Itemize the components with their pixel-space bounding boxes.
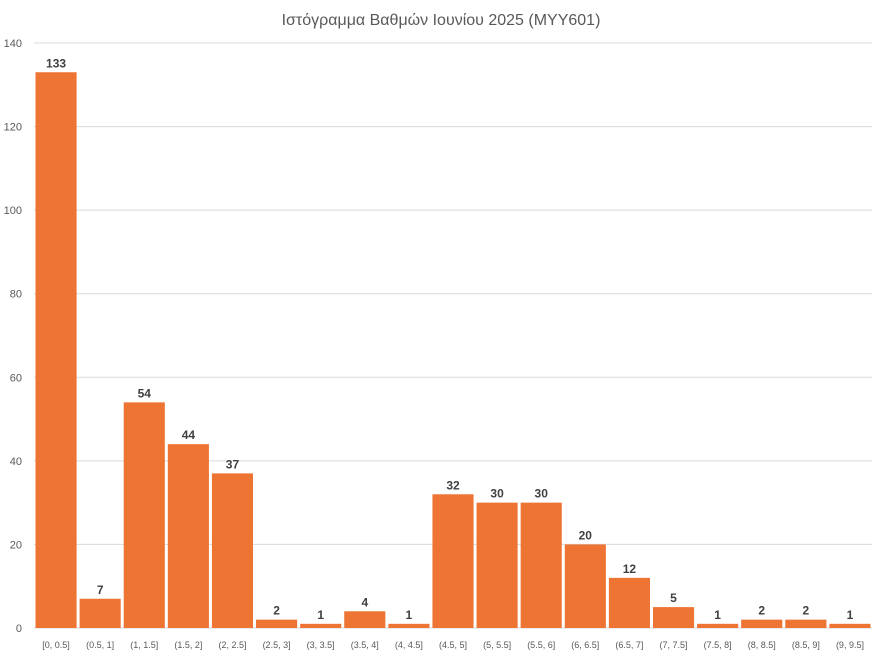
- x-tick-label: (5, 5.5]: [483, 640, 511, 650]
- x-tick-label: (4.5, 5]: [439, 640, 467, 650]
- y-tick-label: 120: [4, 122, 22, 134]
- data-label: 5: [670, 591, 677, 605]
- x-tick-label: (1, 1.5]: [130, 640, 158, 650]
- x-tick-label: (4, 4.5]: [395, 640, 423, 650]
- bar-0: [35, 72, 77, 628]
- data-label: 1: [847, 608, 854, 622]
- bar-11: [520, 502, 562, 628]
- x-tick-label: [0, 0.5]: [42, 640, 70, 650]
- y-tick-label: 40: [10, 456, 22, 468]
- y-tick-label: 80: [10, 289, 22, 301]
- bar-2: [123, 402, 165, 628]
- bar-4: [211, 473, 254, 628]
- bar-3: [167, 444, 209, 628]
- x-tick-label: (7.5, 8]: [704, 640, 732, 650]
- data-label: 1: [317, 608, 324, 622]
- x-tick-label: (0.5, 1]: [86, 640, 114, 650]
- bar-15: [697, 623, 739, 628]
- data-label: 30: [490, 487, 504, 501]
- x-tick-label: (8, 8.5]: [748, 640, 776, 650]
- data-label: 12: [623, 562, 637, 576]
- bar-10: [476, 502, 518, 628]
- y-axis-ticks: 0 20 40 60 80 100 120 140: [4, 38, 22, 635]
- data-label: 54: [138, 386, 152, 400]
- x-axis-ticks: [0, 0.5] (0.5, 1] (1, 1.5] (1.5, 2] (2, 2.5]…: [42, 640, 864, 650]
- x-tick-label: (2.5, 3]: [263, 640, 291, 650]
- x-tick-label: (9, 9.5]: [836, 640, 864, 650]
- bar-14: [652, 607, 695, 628]
- x-tick-label: (6.5, 7]: [615, 640, 643, 650]
- y-tick-label: 140: [4, 38, 22, 50]
- bar-17: [785, 619, 827, 628]
- data-label: 20: [579, 528, 593, 542]
- bar-12: [564, 544, 606, 628]
- bar-5: [256, 619, 298, 628]
- x-tick-label: (1.5, 2]: [174, 640, 202, 650]
- bars: [35, 72, 871, 628]
- data-label: 2: [802, 604, 809, 618]
- data-label: 2: [273, 604, 280, 618]
- x-tick-label: (6, 6.5]: [571, 640, 599, 650]
- data-label: 32: [446, 478, 460, 492]
- y-tick-label: 60: [10, 372, 22, 384]
- bar-7: [344, 611, 386, 628]
- x-tick-label: (2, 2.5]: [218, 640, 246, 650]
- bar-9: [432, 494, 474, 628]
- data-label: 44: [182, 428, 196, 442]
- bar-13: [608, 577, 650, 628]
- y-tick-label: 100: [4, 205, 22, 217]
- data-label: 2: [758, 604, 765, 618]
- x-tick-label: (7, 7.5]: [660, 640, 688, 650]
- data-label: 30: [535, 487, 549, 501]
- x-tick-label: (5.5, 6]: [527, 640, 555, 650]
- bar-8: [388, 623, 430, 628]
- x-tick-label: (8.5, 9]: [792, 640, 820, 650]
- x-tick-label: (3, 3.5]: [307, 640, 335, 650]
- data-label: 7: [97, 583, 104, 597]
- bar-18: [829, 623, 871, 628]
- data-label: 1: [406, 608, 413, 622]
- data-label: 37: [226, 457, 240, 471]
- data-label: 4: [361, 595, 368, 609]
- data-label: 133: [46, 56, 66, 70]
- y-tick-label: 20: [10, 539, 22, 551]
- bar-6: [300, 623, 342, 628]
- y-tick-label: 0: [16, 623, 22, 635]
- bar-16: [741, 619, 783, 628]
- chart-title: Ιστόγραμμα Βαθμών Ιουνίου 2025 (ΜΥΥ601): [282, 12, 601, 29]
- bar-1: [79, 598, 121, 628]
- data-label: 1: [714, 608, 721, 622]
- x-tick-label: (3.5, 4]: [351, 640, 379, 650]
